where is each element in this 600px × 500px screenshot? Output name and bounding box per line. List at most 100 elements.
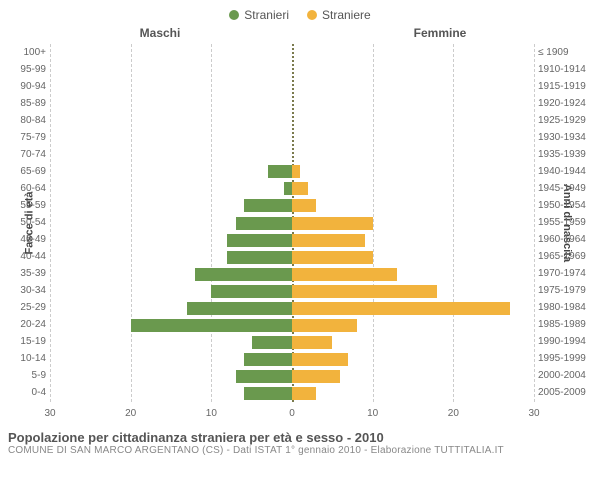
bar-row [50, 165, 534, 178]
y-tick-birth: 1980-1984 [538, 303, 586, 313]
y-tick-birth: 2000-2004 [538, 371, 586, 381]
bar-row [50, 251, 534, 264]
bar-male [284, 182, 292, 195]
y-tick-birth: 1990-1994 [538, 337, 586, 347]
bar-row [50, 131, 534, 144]
y-tick-age: 10-14 [20, 354, 46, 364]
bar-female [292, 234, 365, 247]
bar-row [50, 336, 534, 349]
x-axis: 3020100102030 [50, 406, 534, 426]
legend-swatch-male [229, 10, 239, 20]
y-axis-right: Anni di nascita ≤ 19091910-19141915-1919… [534, 44, 592, 402]
x-tick: 30 [528, 408, 539, 419]
bar-male [244, 387, 292, 400]
column-headers: Maschi Femmine [8, 24, 592, 42]
y-tick-age: 35-39 [20, 269, 46, 279]
y-tick-birth: 1940-1944 [538, 167, 586, 177]
bar-female [292, 319, 357, 332]
bar-row [50, 46, 534, 59]
y-tick-birth: ≤ 1909 [538, 48, 569, 58]
y-tick-birth: 1925-1929 [538, 116, 586, 126]
y-tick-age: 60-64 [20, 184, 46, 194]
bar-male [236, 217, 292, 230]
header-female: Femmine [346, 26, 592, 40]
bar-female [292, 217, 373, 230]
bar-female [292, 302, 510, 315]
y-tick-age: 75-79 [20, 133, 46, 143]
bar-row [50, 148, 534, 161]
gridline [534, 44, 535, 402]
y-tick-age: 0-4 [32, 388, 46, 398]
y-tick-age: 20-24 [20, 320, 46, 330]
y-tick-birth: 1985-1989 [538, 320, 586, 330]
plot-area: Fasce di età 100+95-9990-9485-8980-8475-… [8, 44, 592, 426]
legend-swatch-female [307, 10, 317, 20]
bar-female [292, 251, 373, 264]
bar-row [50, 217, 534, 230]
legend-label-male: Stranieri [244, 8, 289, 22]
bar-female [292, 199, 316, 212]
bar-row [50, 114, 534, 127]
y-tick-birth: 1970-1974 [538, 269, 586, 279]
y-tick-age: 45-49 [20, 235, 46, 245]
bar-row [50, 319, 534, 332]
x-tick: 20 [125, 408, 136, 419]
bar-male [268, 165, 292, 178]
y-tick-birth: 1945-1949 [538, 184, 586, 194]
bar-male [131, 319, 292, 332]
chart-subtitle: COMUNE DI SAN MARCO ARGENTANO (CS) - Dat… [8, 445, 592, 456]
y-tick-age: 25-29 [20, 303, 46, 313]
y-tick-age: 50-54 [20, 218, 46, 228]
y-tick-age: 80-84 [20, 116, 46, 126]
y-tick-age: 95-99 [20, 65, 46, 75]
y-tick-birth: 1960-1964 [538, 235, 586, 245]
bar-male [227, 234, 292, 247]
bar-male [227, 251, 292, 264]
bar-row [50, 353, 534, 366]
bar-row [50, 302, 534, 315]
y-tick-age: 55-59 [20, 201, 46, 211]
bar-row [50, 199, 534, 212]
chart-title: Popolazione per cittadinanza straniera p… [8, 430, 592, 445]
bar-male [244, 353, 292, 366]
y-tick-age: 15-19 [20, 337, 46, 347]
bar-male [244, 199, 292, 212]
x-tick: 30 [44, 408, 55, 419]
x-tick: 0 [289, 408, 295, 419]
y-tick-age: 90-94 [20, 82, 46, 92]
bar-row [50, 387, 534, 400]
y-tick-age: 30-34 [20, 286, 46, 296]
y-tick-birth: 1910-1914 [538, 65, 586, 75]
y-tick-birth: 1915-1919 [538, 82, 586, 92]
bar-female [292, 370, 340, 383]
bar-row [50, 80, 534, 93]
x-tick: 10 [206, 408, 217, 419]
bar-female [292, 336, 332, 349]
x-tick: 10 [367, 408, 378, 419]
population-pyramid-chart: Stranieri Straniere Maschi Femmine Fasce… [0, 0, 600, 500]
y-tick-age: 40-44 [20, 252, 46, 262]
bar-male [187, 302, 292, 315]
header-male: Maschi [8, 26, 254, 40]
bar-row [50, 97, 534, 110]
y-tick-birth: 1995-1999 [538, 354, 586, 364]
x-tick: 20 [448, 408, 459, 419]
y-tick-birth: 1935-1939 [538, 150, 586, 160]
bar-row [50, 182, 534, 195]
bar-row [50, 268, 534, 281]
legend-label-female: Straniere [322, 8, 371, 22]
bar-row [50, 234, 534, 247]
legend-item-female: Straniere [307, 8, 371, 22]
y-tick-birth: 1955-1959 [538, 218, 586, 228]
bar-row [50, 63, 534, 76]
bar-male [195, 268, 292, 281]
y-tick-birth: 1950-1954 [538, 201, 586, 211]
bar-female [292, 182, 308, 195]
legend-item-male: Stranieri [229, 8, 289, 22]
y-tick-age: 70-74 [20, 150, 46, 160]
bar-female [292, 353, 348, 366]
y-tick-birth: 1930-1934 [538, 133, 586, 143]
y-tick-age: 100+ [23, 48, 46, 58]
y-tick-birth: 1920-1924 [538, 99, 586, 109]
y-tick-age: 65-69 [20, 167, 46, 177]
